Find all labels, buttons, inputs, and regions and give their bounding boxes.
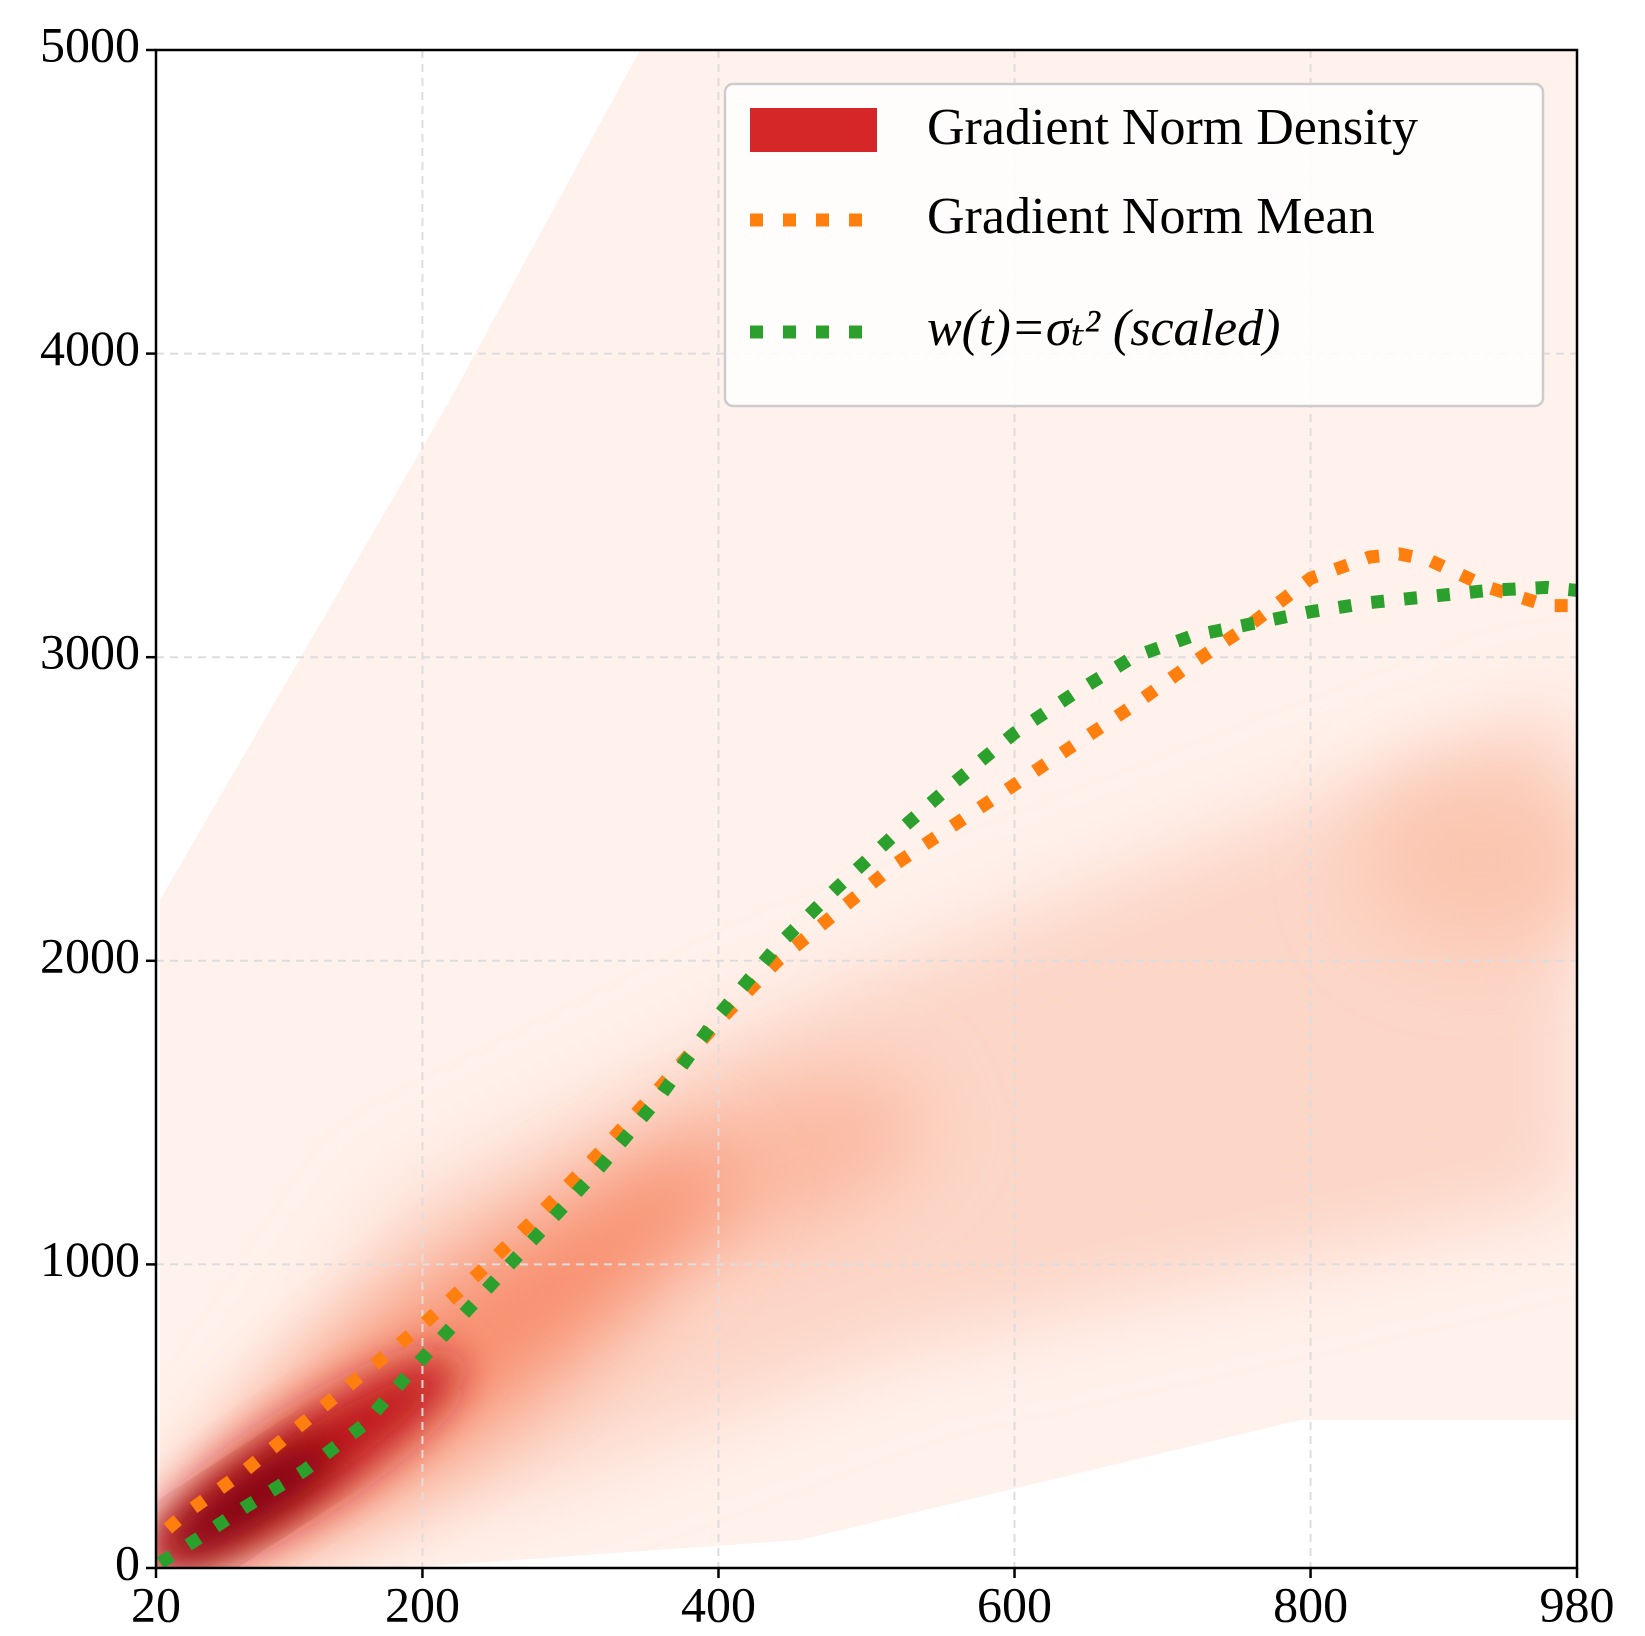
x-tick-label: 200 — [385, 1576, 460, 1632]
legend-label: Gradient Norm Density — [927, 99, 1418, 156]
legend: Gradient Norm Density Gradient Norm Mean… — [723, 82, 1545, 408]
legend-label: Gradient Norm Mean — [927, 188, 1375, 245]
y-tick-label: 1000 — [40, 1231, 140, 1287]
x-tick-label: 400 — [681, 1576, 756, 1632]
legend-swatch — [750, 108, 877, 152]
x-tick-label: 600 — [977, 1576, 1052, 1632]
density — [156, 50, 1577, 1568]
y-tick-label: 2000 — [40, 927, 140, 983]
x-tick-label: 20 — [131, 1576, 181, 1632]
y-tick-label: 3000 — [40, 624, 140, 680]
y-tick-label: 0 — [115, 1534, 140, 1590]
legend-box — [723, 82, 1545, 408]
series-line — [156, 580, 1577, 1568]
y-tick-label: 5000 — [40, 16, 140, 72]
legend-label: w(t)=σₜ² (scaled) — [927, 300, 1280, 357]
y-tick-label: 4000 — [40, 320, 140, 376]
series-line — [163, 547, 1570, 1534]
x-tick-label: 980 — [1540, 1576, 1615, 1632]
x-tick-label: 800 — [1273, 1576, 1348, 1632]
plot-frame — [154, 48, 1579, 1570]
